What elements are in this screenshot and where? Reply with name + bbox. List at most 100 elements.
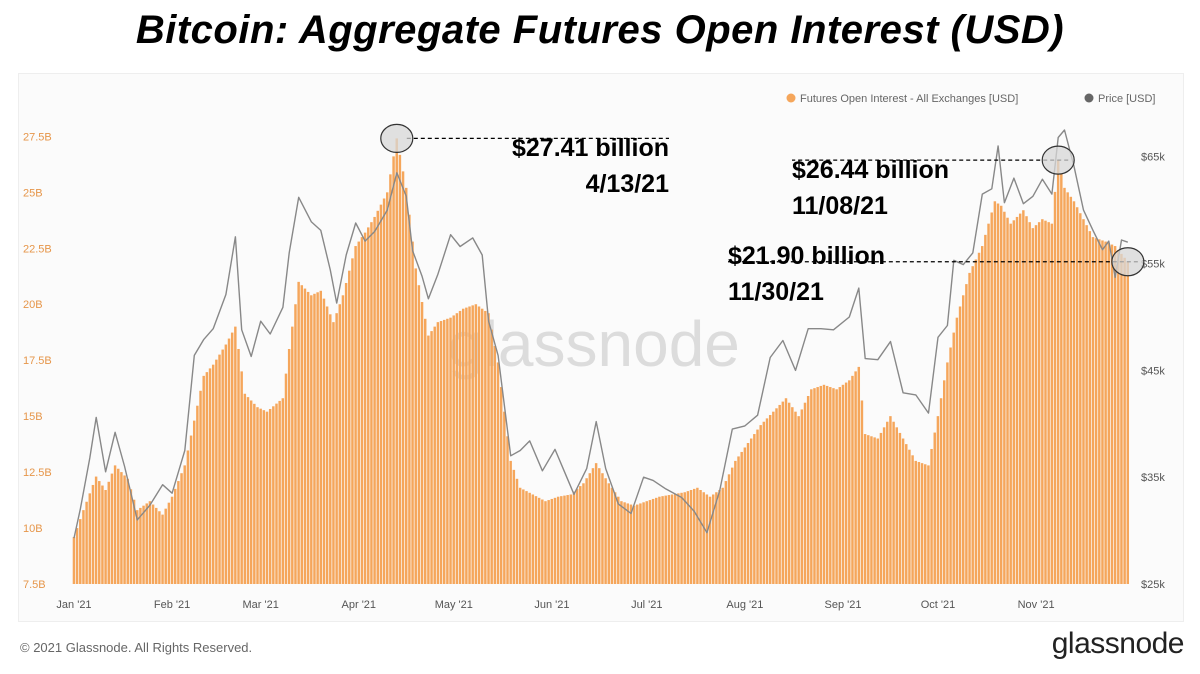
right-axis-tick-label: $45k — [1141, 365, 1165, 377]
oi-bar — [461, 308, 465, 584]
oi-bar — [965, 284, 968, 584]
oi-bar — [1088, 231, 1092, 584]
oi-bar — [455, 313, 459, 584]
x-axis-tick-label: May '21 — [435, 599, 473, 611]
oi-bar — [692, 488, 696, 584]
oi-bar — [974, 259, 978, 584]
footer-logo: glassnode — [1051, 627, 1185, 660]
oi-bar — [550, 498, 554, 584]
oi-bar — [104, 490, 107, 584]
oi-bar — [1015, 216, 1019, 584]
oi-bar — [199, 390, 202, 584]
oi-bar — [449, 317, 452, 584]
oi-bar — [1044, 220, 1047, 584]
oi-bar — [901, 438, 905, 584]
oi-bar — [601, 473, 604, 584]
oi-bar — [376, 210, 379, 585]
annotation-highlight-circle — [1111, 247, 1145, 277]
oi-bar — [155, 507, 158, 584]
oi-bar — [528, 492, 531, 584]
oi-bar — [278, 400, 281, 584]
left-axis-tick-label: 20B — [23, 299, 43, 311]
oi-bar — [177, 481, 180, 584]
oi-bar — [705, 494, 709, 584]
oi-bar — [518, 487, 522, 584]
oi-bar — [1031, 228, 1035, 584]
oi-bar — [465, 307, 468, 584]
oi-bar — [598, 468, 601, 584]
oi-bar — [139, 507, 142, 584]
oi-bar — [493, 346, 497, 584]
oi-bar — [373, 216, 376, 584]
oi-bar — [452, 315, 455, 584]
oi-bar — [1066, 192, 1069, 584]
legend[interactable]: Futures Open Interest - All Exchanges [U… — [786, 93, 1156, 105]
oi-bar — [800, 409, 804, 584]
oi-bar — [148, 501, 152, 584]
oi-bar — [955, 317, 959, 584]
oi-bar — [768, 415, 772, 584]
oi-bar — [664, 495, 667, 584]
oi-bar — [341, 295, 345, 584]
x-axis-tick-label: Oct '21 — [921, 599, 956, 611]
oi-bar — [762, 421, 766, 584]
oi-bar — [94, 476, 98, 584]
oi-bar — [816, 387, 819, 584]
oi-bar — [879, 432, 883, 584]
footer-copyright: © 2021 Glassnode. All Rights Reserved. — [20, 640, 253, 655]
oi-bar — [961, 295, 965, 584]
oi-bar — [914, 460, 917, 584]
oi-bar — [772, 411, 775, 584]
oi-bar — [525, 491, 528, 584]
annotation-date-label: 4/13/21 — [586, 170, 670, 198]
oi-bar — [363, 232, 367, 584]
oi-bar — [1060, 173, 1063, 584]
oi-bar — [338, 304, 342, 584]
price-line — [73, 129, 1129, 539]
oi-bar — [727, 474, 731, 584]
oi-bar — [1069, 196, 1073, 584]
oi-bar — [126, 478, 129, 584]
oi-bar — [977, 252, 981, 584]
oi-bar — [458, 310, 462, 584]
oi-bar — [867, 435, 870, 584]
oi-bar — [794, 411, 797, 584]
oi-bar — [1063, 187, 1066, 585]
oi-bar — [389, 174, 392, 584]
oi-bar — [471, 305, 474, 584]
watermark-text: glassnode — [448, 308, 740, 380]
oi-bar — [591, 468, 595, 584]
oi-bar — [585, 478, 588, 584]
oi-bar — [506, 436, 509, 584]
x-axis-tick-label: Jun '21 — [534, 599, 569, 611]
oi-bar — [1091, 237, 1095, 584]
legend-label: Price [USD] — [1098, 93, 1155, 105]
legend-marker — [1084, 93, 1094, 103]
oi-bar — [667, 495, 671, 584]
oi-bar — [332, 322, 335, 584]
annotations-layer: $27.41 billion 4/13/21 $26.44 billion 11/08… — [380, 123, 1145, 306]
oi-bar — [173, 488, 177, 584]
oi-bar — [183, 465, 186, 584]
annotation-value-label: $27.41 billion — [512, 134, 669, 162]
oi-bar — [224, 344, 228, 584]
oi-bar — [699, 490, 702, 584]
oi-bar — [480, 308, 484, 584]
left-axis-tick-label: 27.5B — [23, 131, 52, 143]
oi-bar — [284, 373, 288, 584]
oi-bar — [316, 292, 319, 584]
oi-bar — [1075, 207, 1079, 584]
oi-bar — [196, 405, 199, 584]
oi-bar — [677, 493, 680, 584]
oi-bar — [1120, 253, 1123, 584]
oi-bar — [870, 436, 873, 584]
oi-bar — [227, 338, 231, 584]
oi-bar — [167, 502, 171, 584]
oi-bar — [1034, 225, 1038, 584]
oi-bar — [360, 237, 364, 584]
oi-bar — [908, 449, 911, 584]
oi-bar — [996, 203, 1000, 584]
oi-bar — [873, 437, 876, 584]
oi-bar — [990, 212, 993, 585]
oi-bar — [949, 347, 952, 584]
